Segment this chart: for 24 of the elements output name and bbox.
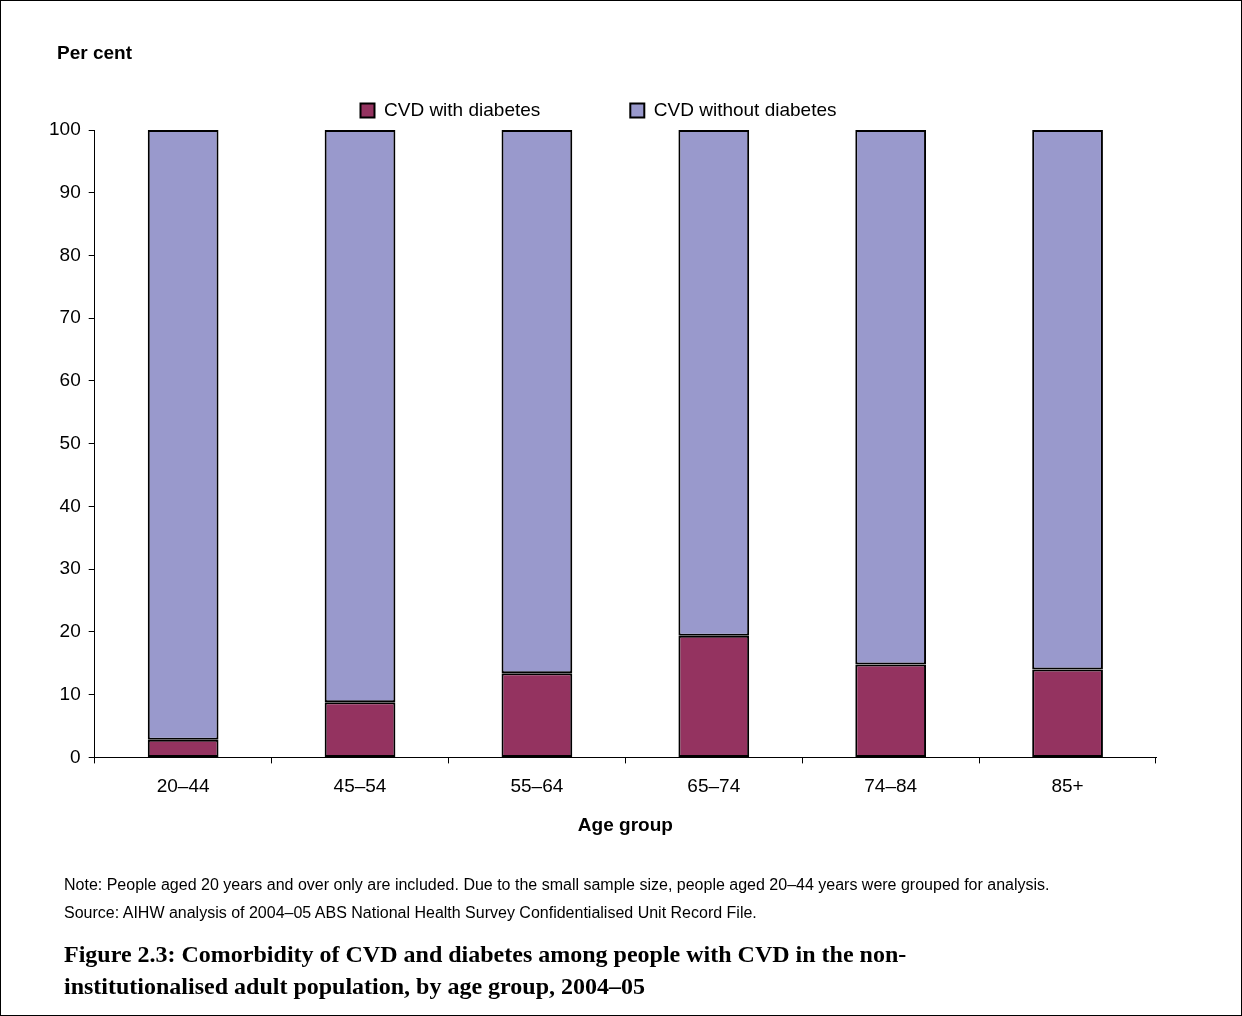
y-tick-label: 70: [59, 306, 81, 328]
x-tick-label: 65–74: [687, 775, 741, 797]
y-tick-label: 0: [70, 745, 81, 767]
legend-label: CVD without diabetes: [653, 98, 837, 120]
legend-label: CVD with diabetes: [384, 98, 541, 120]
x-tick-label: 55–64: [510, 775, 564, 797]
y-tick-label: 90: [59, 180, 81, 202]
x-axis-title: Age group: [577, 813, 673, 835]
y-tick-label: 60: [59, 369, 81, 391]
source-note: Source: AIHW analysis of 2004–05 ABS National Health Survey Confidentialised Unit Record File.: [64, 903, 758, 923]
y-tick-label: 40: [59, 494, 81, 516]
y-tick-label: 100: [49, 118, 81, 140]
text: Note: People aged 20 years and over only are included. Due to the small sample size, people aged 20–44 years were grouped for analysis.: [64, 875, 1050, 895]
x-tick-label: 85+: [1051, 775, 1084, 797]
x-tick-label: 20–44: [156, 775, 210, 797]
y-axis-title: Per cent: [57, 42, 133, 64]
y-tick-label: 50: [59, 431, 81, 453]
y-tick-label: 20: [59, 620, 81, 642]
y-tick-label: 10: [59, 682, 81, 704]
x-tick-label: 45–54: [333, 775, 387, 797]
y-tick-label: 80: [59, 243, 81, 265]
text: Figure 2.3: Comorbidity of CVD and diabetes among people with CVD in the non-institutionalised adult population, by age group, 2004–05: [64, 940, 908, 1001]
y-tick-label: 30: [59, 557, 81, 579]
x-tick-label: 74–84: [864, 775, 918, 797]
